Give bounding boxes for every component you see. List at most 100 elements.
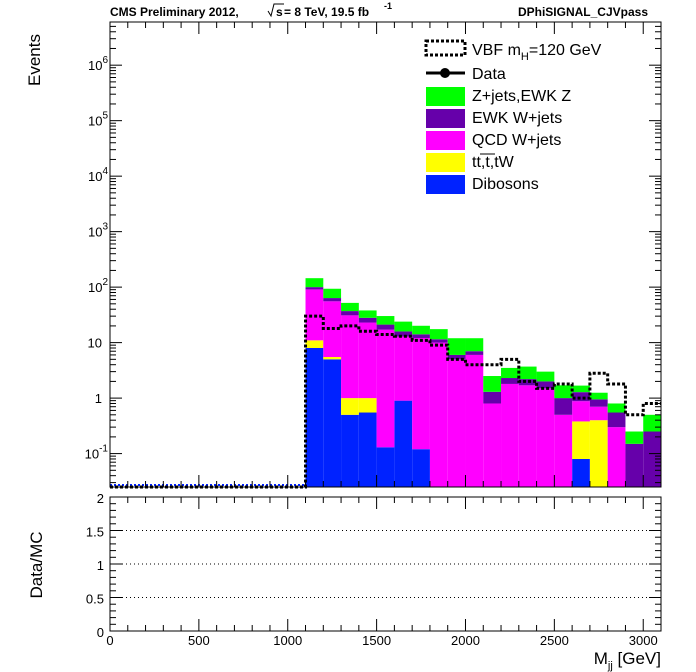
bar-dibosons-bin-16 bbox=[394, 400, 413, 487]
signal-histogram bbox=[110, 314, 661, 489]
x-tick-labels: 0 500 1000 1500 2000 2500 3000 bbox=[106, 633, 657, 648]
bar-qcd-w-jets-bin-17 bbox=[412, 337, 430, 450]
bar-ewk-w-jets-bin-30 bbox=[643, 431, 661, 487]
bar-qcd-w-jets-bin-27 bbox=[589, 406, 608, 421]
x-axis-title-main: M bbox=[594, 649, 608, 668]
bar-z-jets-ewk-z-bin-27 bbox=[589, 392, 608, 400]
legend: VBF mH=120 GeV Data Z+jets,EWK Z EWK W+j… bbox=[424, 39, 602, 194]
bar-z-jets-ewk-z-bin-23 bbox=[518, 366, 537, 380]
ratio-y-tick-label: 1 bbox=[97, 558, 104, 573]
bar-dibosons-bin-26 bbox=[572, 458, 590, 487]
bar-ewk-w-jets-bin-22 bbox=[501, 378, 519, 384]
legend-swatch-signal bbox=[424, 39, 467, 57]
bar-z-jets-ewk-z-bin-17 bbox=[412, 325, 430, 335]
bar-z-jets-ewk-z-bin-11 bbox=[305, 278, 324, 288]
bar-z-jets-ewk-z-bin-21 bbox=[483, 376, 502, 392]
x-tick-label: 1500 bbox=[362, 633, 391, 648]
bar-ewk-w-jets-bin-21 bbox=[483, 391, 502, 404]
legend-signal-sub: H bbox=[521, 51, 529, 63]
legend-label-data: Data bbox=[472, 66, 506, 83]
bar-ewk-w-jets-bin-15 bbox=[376, 324, 395, 330]
bar-tt-t-tw-bin-12 bbox=[323, 357, 342, 360]
bar-tt-t-tw-bin-27 bbox=[589, 420, 608, 487]
top-plot-frame bbox=[109, 21, 662, 488]
bar-ewk-w-jets-bin-19 bbox=[447, 354, 466, 360]
bottom-panel: 0 0.5 1 1.5 2 0 500 1000 1500 2000 2500 3000 Data/… bbox=[27, 491, 662, 672]
bar-z-jets-ewk-z-bin-19 bbox=[447, 338, 466, 355]
top-axis-ticks bbox=[109, 22, 662, 487]
bar-ewk-w-jets-bin-24 bbox=[536, 381, 555, 389]
ratio-y-tick-label: 0 bbox=[97, 625, 104, 640]
bar-ewk-w-jets-bin-28 bbox=[607, 412, 626, 428]
bar-z-jets-ewk-z-bin-24 bbox=[536, 371, 555, 382]
legend-label-zjets: Z+jets,EWK Z bbox=[472, 88, 571, 105]
y-tick-label: 104 bbox=[88, 166, 108, 184]
legend-label-top: tt,t,tW bbox=[472, 154, 515, 171]
header-sqrt-s: s bbox=[276, 5, 283, 19]
stacked-histogram bbox=[110, 278, 661, 487]
bar-qcd-w-jets-bin-13 bbox=[341, 315, 359, 399]
x-tick-label: 1000 bbox=[273, 633, 302, 648]
bar-z-jets-ewk-z-bin-16 bbox=[394, 321, 413, 332]
bar-qcd-w-jets-bin-15 bbox=[376, 329, 395, 448]
x-tick-label: 3000 bbox=[629, 633, 658, 648]
ratio-grid bbox=[110, 530, 661, 598]
ratio-y-tick-label: 1.5 bbox=[86, 525, 104, 540]
header-right: DPhiSIGNAL_CJVpass bbox=[518, 5, 648, 19]
bar-ewk-w-jets-bin-27 bbox=[589, 399, 608, 407]
legend-label-dibosons: Dibosons bbox=[472, 176, 539, 193]
x-tick-label: 2000 bbox=[451, 633, 480, 648]
bar-qcd-w-jets-bin-23 bbox=[518, 385, 537, 487]
bar-z-jets-ewk-z-bin-13 bbox=[341, 302, 359, 312]
bar-ewk-w-jets-bin-12 bbox=[323, 298, 342, 302]
bottom-axis-ticks bbox=[109, 496, 662, 632]
bar-ewk-w-jets-bin-18 bbox=[429, 339, 448, 343]
ratio-y-tick-label: 0.5 bbox=[86, 592, 104, 607]
x-axis-title-sub: jj bbox=[607, 660, 613, 672]
bar-ewk-w-jets-bin-14 bbox=[358, 317, 377, 323]
bar-dibosons-bin-17 bbox=[412, 449, 430, 487]
bar-z-jets-ewk-z-bin-26 bbox=[572, 385, 590, 393]
legend-swatch-ewk-wjets bbox=[426, 109, 465, 128]
header-energy-text: = 8 TeV, 19.5 fb bbox=[284, 5, 369, 19]
bar-tt-t-tw-bin-14 bbox=[358, 398, 377, 413]
y-tick-label: 106 bbox=[88, 55, 108, 73]
bar-ewk-w-jets-bin-25 bbox=[554, 398, 573, 415]
header-energy: s = 8 TeV, 19.5 fb -1 bbox=[267, 1, 392, 19]
x-tick-label: 2500 bbox=[540, 633, 569, 648]
bar-dibosons-bin-12 bbox=[323, 359, 342, 487]
bottom-y-tick-labels: 0 0.5 1 1.5 2 bbox=[86, 491, 104, 640]
bar-qcd-w-jets-bin-20 bbox=[465, 354, 484, 487]
bar-ewk-w-jets-bin-11 bbox=[305, 287, 324, 290]
top-y-axis-title: Events bbox=[25, 34, 44, 86]
bar-z-jets-ewk-z-bin-28 bbox=[607, 403, 626, 413]
bar-qcd-w-jets-bin-26 bbox=[572, 401, 590, 422]
y-tick-label: 1 bbox=[95, 391, 102, 406]
bar-dibosons-bin-15 bbox=[376, 447, 395, 487]
bar-dibosons-bin-11 bbox=[305, 347, 324, 487]
bar-qcd-w-jets-bin-28 bbox=[607, 427, 626, 487]
bar-tt-t-tw-bin-13 bbox=[341, 398, 359, 415]
bar-qcd-w-jets-bin-24 bbox=[536, 388, 555, 487]
bar-dibosons-bin-14 bbox=[358, 412, 377, 487]
bar-ewk-w-jets-bin-17 bbox=[412, 334, 430, 338]
y-tick-label: 102 bbox=[88, 277, 108, 295]
bar-ewk-w-jets-bin-16 bbox=[394, 331, 413, 337]
bottom-y-axis-title: Data/MC bbox=[27, 531, 46, 598]
legend-swatch-data-marker bbox=[440, 68, 450, 78]
y-tick-label: 10 bbox=[88, 336, 102, 351]
bar-qcd-w-jets-bin-18 bbox=[429, 342, 448, 487]
y-tick-label: 10-1 bbox=[85, 444, 109, 462]
bar-tt-t-tw-bin-11 bbox=[305, 340, 324, 348]
bar-z-jets-ewk-z-bin-25 bbox=[554, 385, 573, 399]
ratio-y-tick-label: 2 bbox=[97, 491, 104, 506]
legend-label-ewk-wjets: EWK W+jets bbox=[472, 110, 562, 127]
x-axis-title: Mjj [GeV] bbox=[594, 649, 661, 672]
bar-qcd-w-jets-bin-14 bbox=[358, 322, 377, 399]
top-panel: 10-1 1 10 102 103 104 105 106 Events VBF mH=120… bbox=[25, 21, 662, 489]
x-tick-label: 500 bbox=[188, 633, 210, 648]
header-left: CMS Preliminary 2012, bbox=[110, 5, 239, 19]
bar-z-jets-ewk-z-bin-20 bbox=[465, 338, 484, 352]
y-tick-label: 103 bbox=[88, 222, 108, 240]
header-lumi-exponent: -1 bbox=[384, 1, 392, 11]
